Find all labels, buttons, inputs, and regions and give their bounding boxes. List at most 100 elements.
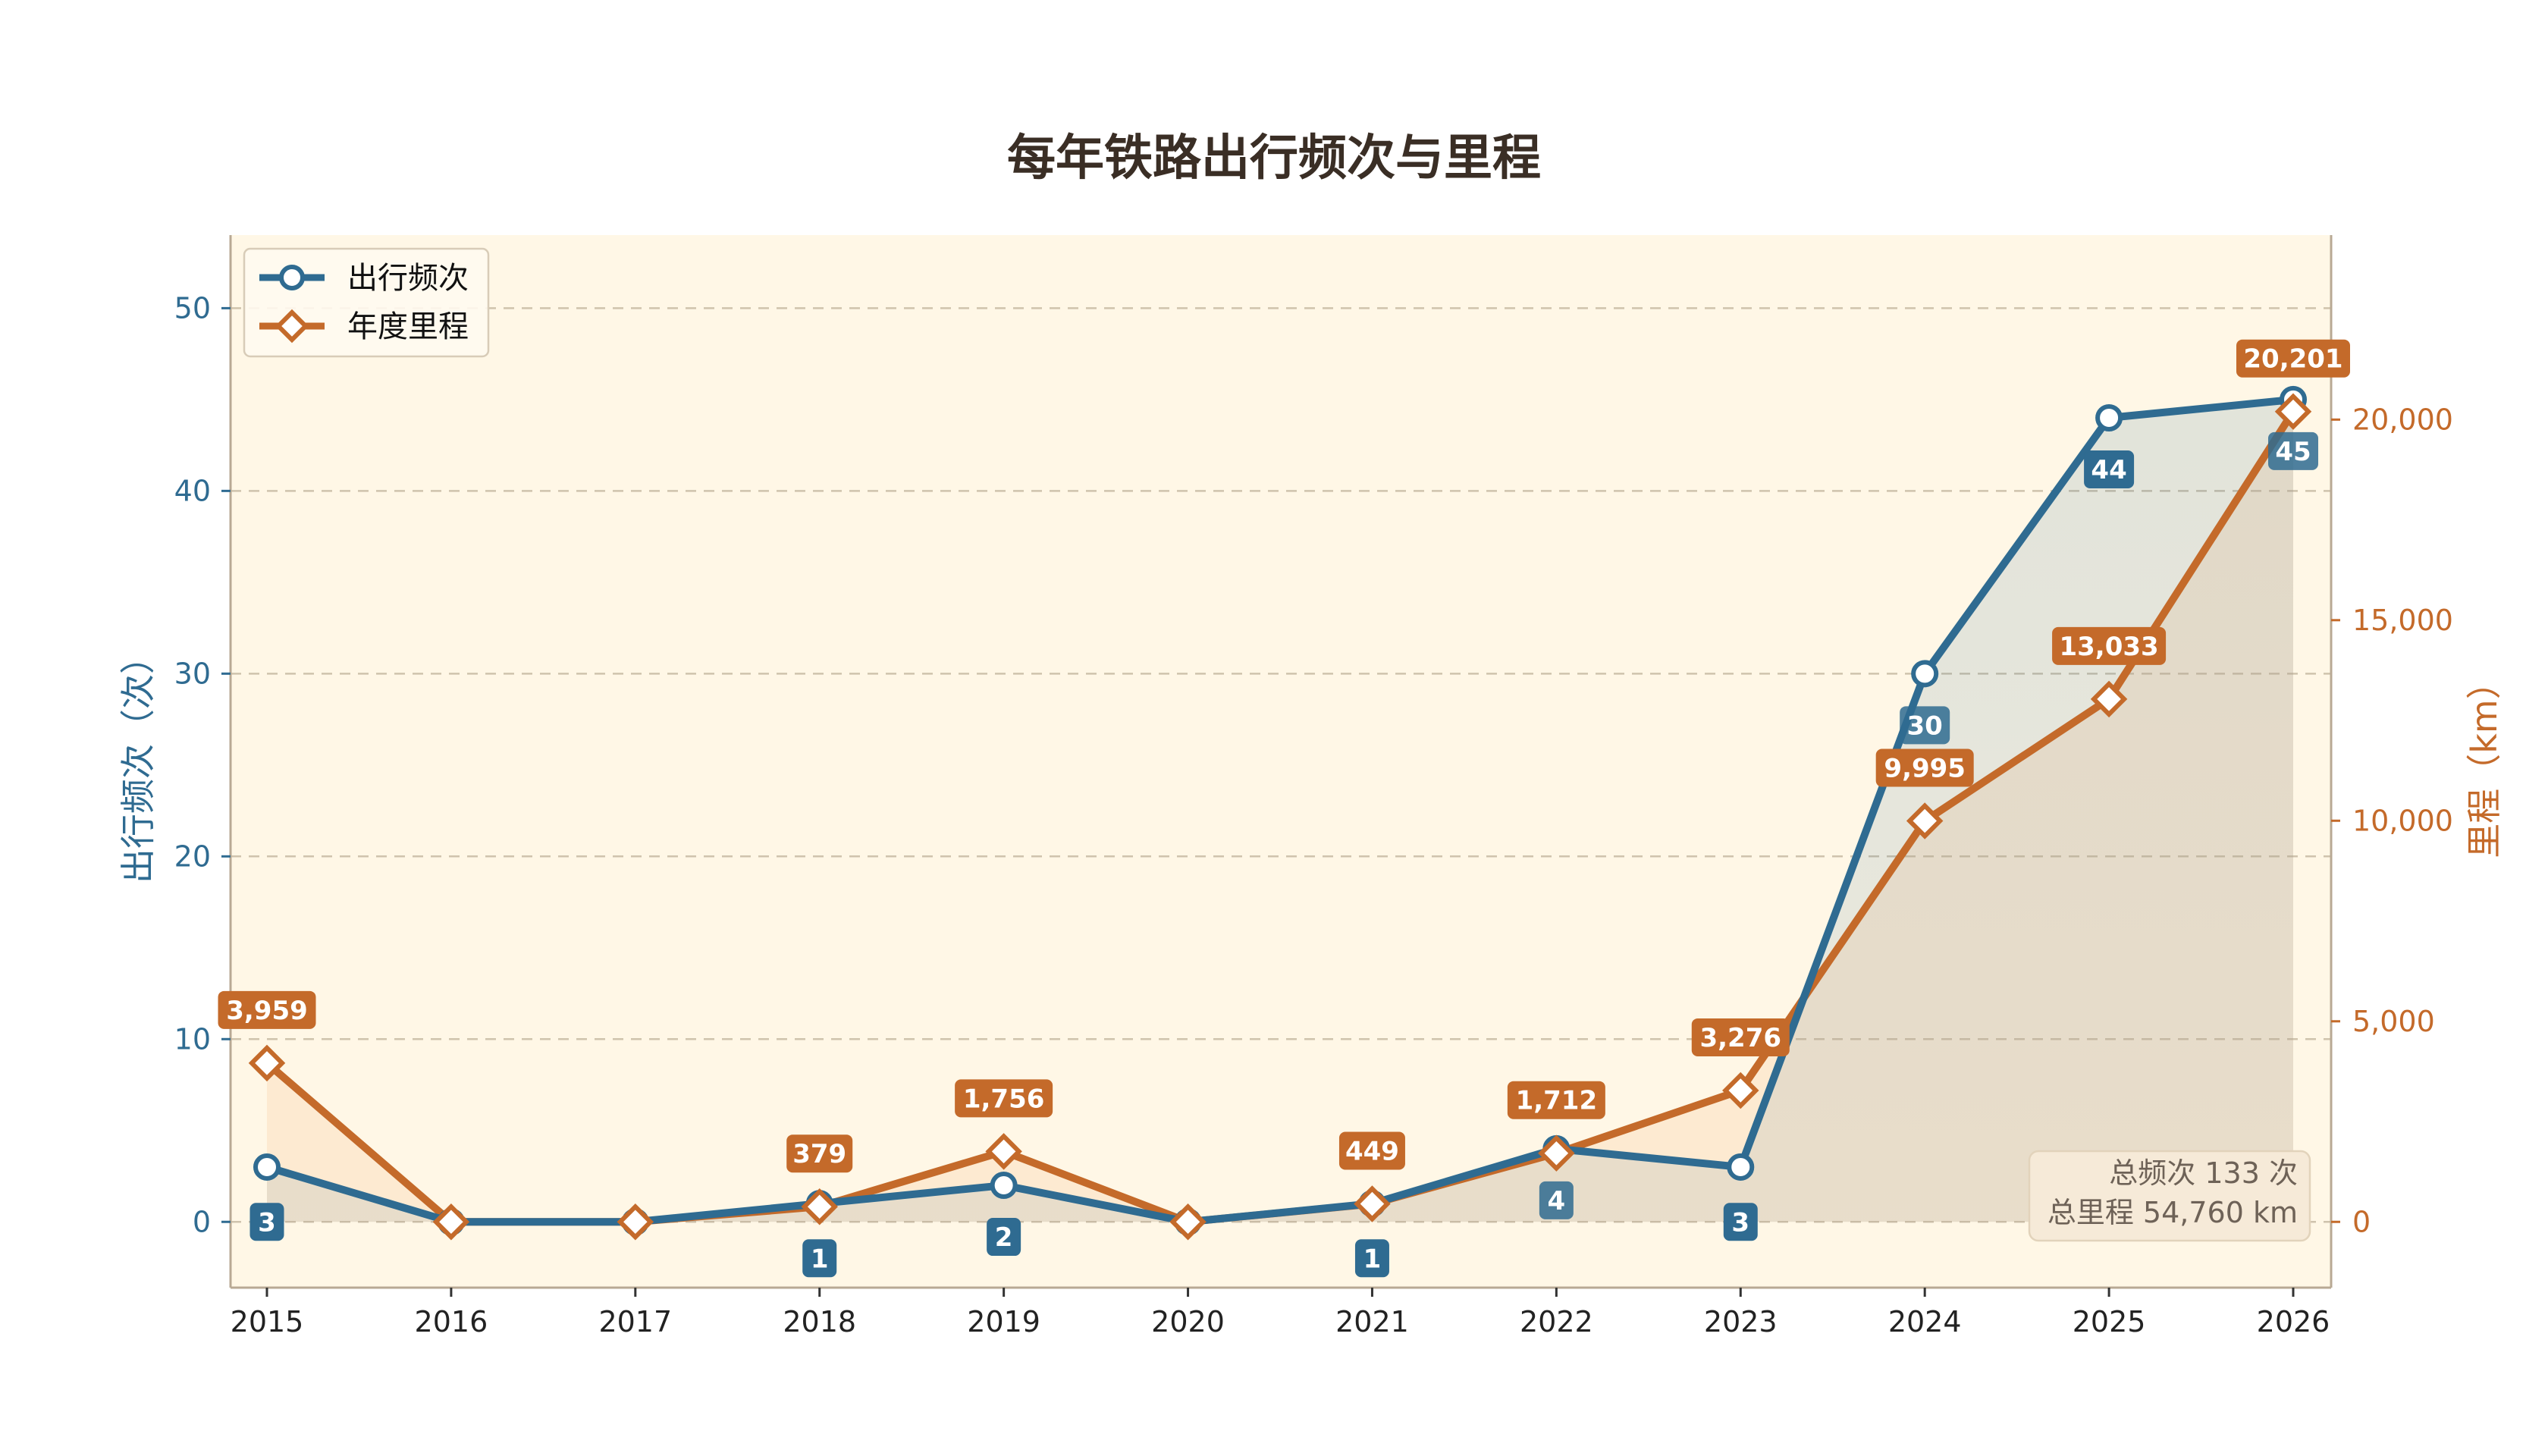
distance-data-label: 9,995 xyxy=(1875,748,1974,787)
distance-point xyxy=(617,1203,654,1241)
distance-data-label: 1,712 xyxy=(1507,1081,1605,1119)
frequency-data-label-text: 45 xyxy=(2275,437,2311,467)
legend-frequency-marker xyxy=(279,265,305,290)
frequency-data-label: 1 xyxy=(802,1239,837,1278)
x-tick-label: 2016 xyxy=(415,1305,488,1338)
left-tick-label: 40 xyxy=(174,474,211,507)
x-tick-label: 2026 xyxy=(2257,1305,2330,1338)
frequency-data-label-bg xyxy=(1539,1181,1574,1219)
frequency-point xyxy=(1911,660,1939,688)
distance-data-label-text: 13,033 xyxy=(2059,632,2158,662)
y-right-axis-label: 里程（km） xyxy=(2464,664,2505,858)
distance-data-label-text: 1,756 xyxy=(963,1084,1045,1114)
distance-data-label-bg xyxy=(1875,748,1974,787)
x-tick-label: 2018 xyxy=(783,1305,856,1338)
distance-data-label-bg xyxy=(955,1079,1053,1118)
chart-title: 每年铁路出行频次与里程 xyxy=(1007,130,1541,187)
distance-point xyxy=(2090,680,2128,718)
frequency-data-label-text: 44 xyxy=(2091,455,2126,485)
x-tick-label: 2022 xyxy=(1520,1305,1593,1338)
frequency-data-label: 1 xyxy=(1354,1239,1389,1278)
frequency-data-label: 30 xyxy=(1900,706,1950,745)
legend-distance-marker xyxy=(275,309,309,344)
right-tick-label: 5,000 xyxy=(2352,1005,2435,1038)
plot-area: 0 10 20 30 40 50 0 5,000 10,000 15,000 20,000 2015 2… xyxy=(118,235,2505,1338)
x-tick-label: 2020 xyxy=(1151,1305,1225,1338)
frequency-data-label-text: 30 xyxy=(1907,711,1943,741)
right-tick-label: 20,000 xyxy=(2352,403,2453,436)
frequency-data-label-bg xyxy=(987,1218,1021,1257)
distance-data-label: 449 xyxy=(1338,1131,1405,1170)
distance-data-label: 13,033 xyxy=(2052,626,2167,665)
x-tick-label: 2017 xyxy=(598,1305,672,1338)
frequency-point xyxy=(253,1153,281,1181)
frequency-data-label-text: 3 xyxy=(1731,1207,1749,1238)
distance-data-label-bg xyxy=(218,990,316,1029)
frequency-point xyxy=(1727,1153,1755,1181)
frequency-data-label-bg xyxy=(249,1203,284,1241)
distance-point xyxy=(248,1044,286,1082)
distance-data-label-bg xyxy=(2052,626,2167,665)
frequency-data-label-bg xyxy=(1723,1203,1758,1241)
frequency-data-label-bg xyxy=(1354,1239,1389,1278)
frequency-data-label: 2 xyxy=(987,1218,1021,1257)
legend-frequency-label: 出行频次 xyxy=(347,261,469,296)
distance-point xyxy=(2274,393,2312,430)
frequency-data-label-text: 1 xyxy=(1363,1244,1382,1274)
x-tick-label: 2025 xyxy=(2073,1305,2146,1338)
distance-data-label: 1,756 xyxy=(955,1079,1053,1118)
frequency-data-label-text: 2 xyxy=(995,1222,1013,1253)
distance-point xyxy=(801,1188,838,1225)
frequency-data-label-bg xyxy=(2084,450,2135,488)
distance-point xyxy=(985,1133,1022,1170)
x-tick-label: 2023 xyxy=(1704,1305,1778,1338)
distance-data-label: 20,201 xyxy=(2236,339,2350,378)
left-tick-label: 0 xyxy=(193,1205,211,1238)
x-tick-label: 2021 xyxy=(1335,1305,1409,1338)
distance-data-label-text: 9,995 xyxy=(1884,754,1966,784)
distance-data-label-text: 1,712 xyxy=(1516,1086,1598,1116)
distance-data-label-bg xyxy=(1507,1081,1605,1119)
distance-data-label-text: 20,201 xyxy=(2243,344,2342,375)
frequency-data-label-text: 3 xyxy=(258,1207,276,1238)
right-tick-label: 15,000 xyxy=(2352,604,2453,637)
distance-data-label-bg xyxy=(1691,1018,1790,1056)
frequency-data-label-bg xyxy=(2268,431,2318,470)
distance-point xyxy=(1906,802,1944,839)
distance-data-label-text: 449 xyxy=(1345,1136,1399,1166)
x-tick-label: 2015 xyxy=(231,1305,304,1338)
distance-point xyxy=(1354,1185,1391,1222)
left-tick-label: 10 xyxy=(174,1022,211,1056)
frequency-point xyxy=(990,1172,1018,1200)
frequency-data-label: 3 xyxy=(249,1203,284,1241)
frequency-data-label: 4 xyxy=(1539,1181,1574,1219)
left-tick-label: 30 xyxy=(174,657,211,690)
distance-point xyxy=(432,1203,470,1241)
summary-total-distance: 总里程 54,760 km xyxy=(2048,1196,2298,1229)
distance-data-label-bg xyxy=(786,1134,853,1173)
distance-data-label-bg xyxy=(1338,1131,1405,1170)
summary-box-bg xyxy=(2028,1150,2311,1242)
frequency-data-label-text: 4 xyxy=(1548,1186,1566,1216)
frequency-line xyxy=(265,395,2294,1226)
distance-data-label-text: 3,276 xyxy=(1699,1023,1781,1053)
left-tick-label: 50 xyxy=(174,291,211,325)
right-tick-label: 0 xyxy=(2352,1205,2371,1238)
legend-distance-label: 年度里程 xyxy=(347,309,469,344)
distance-data-label-bg xyxy=(2236,339,2350,378)
distance-point xyxy=(1722,1072,1759,1109)
frequency-data-label-bg xyxy=(802,1239,837,1278)
frequency-point xyxy=(2095,403,2123,431)
x-tick-label: 2019 xyxy=(967,1305,1040,1338)
distance-point xyxy=(1169,1203,1207,1241)
frequency-data-label-bg xyxy=(1900,706,1950,745)
distance-data-label: 379 xyxy=(786,1134,853,1173)
distance-data-label: 3,959 xyxy=(218,990,316,1029)
distance-data-label: 3,276 xyxy=(1691,1018,1790,1056)
y-left-axis-label: 出行频次（次） xyxy=(118,639,158,883)
frequency-data-label-text: 1 xyxy=(811,1244,829,1274)
